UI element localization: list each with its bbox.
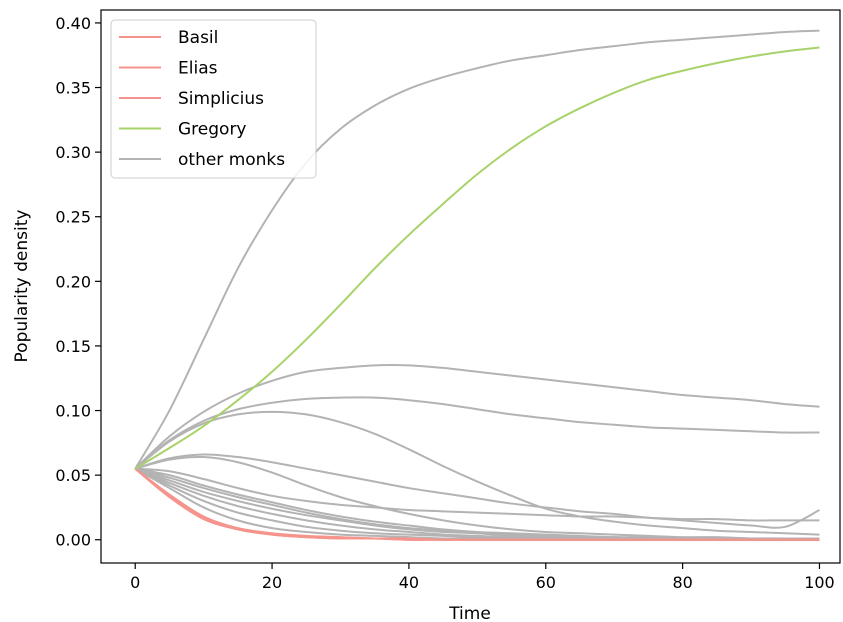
x-tick-label: 60	[536, 573, 556, 592]
x-tick-label: 80	[672, 573, 692, 592]
y-tick-label: 0.40	[55, 14, 91, 33]
series-line-unnamed-9	[134, 455, 820, 540]
x-tick-label: 0	[130, 573, 140, 592]
legend-label-basil: Basil	[178, 28, 218, 48]
plot-frame	[100, 9, 841, 564]
series-line-unnamed-5	[134, 363, 820, 470]
x-axis: 0 20 40 60 80 100	[130, 563, 835, 592]
x-tick-label: 100	[804, 573, 835, 592]
legend-label-simplicius: Simplicius	[178, 89, 264, 109]
series-line-gregory	[134, 46, 820, 470]
y-axis-title: Popularity density	[12, 210, 32, 363]
y-tick-label: 0.35	[55, 79, 91, 98]
y-tick-label: 0.15	[55, 337, 91, 356]
legend-label-elias: Elias	[178, 59, 218, 79]
series-line-unnamed-8	[134, 453, 820, 529]
y-tick-label: 0.25	[55, 208, 91, 227]
series-line-other-monks	[134, 29, 820, 470]
series-line-unnamed-10	[135, 467, 820, 522]
y-tick-label: 0.10	[55, 402, 91, 421]
series-line-unnamed-7	[134, 410, 820, 536]
legend-box	[110, 19, 317, 179]
y-tick-label: 0.30	[55, 143, 91, 162]
x-tick-label: 40	[399, 573, 419, 592]
legend-label-other-monks: other monks	[178, 150, 285, 170]
y-tick-label: 0.05	[55, 466, 91, 485]
y-tick-label: 0.20	[55, 272, 91, 291]
y-axis: 0.00 0.05 0.10 0.15 0.20 0.25 0.30 0.35 0.40	[55, 14, 101, 550]
y-tick-label: 0.00	[55, 531, 91, 550]
series-line-unnamed-6	[134, 396, 820, 470]
legend: Basil Elias Simplicius Gregory other monks	[110, 19, 317, 179]
plot-lines	[134, 29, 820, 541]
series-line-simplicius	[134, 467, 820, 541]
x-axis-title: Time	[448, 604, 491, 622]
legend-label-gregory: Gregory	[178, 120, 247, 140]
x-tick-label: 20	[262, 573, 282, 592]
